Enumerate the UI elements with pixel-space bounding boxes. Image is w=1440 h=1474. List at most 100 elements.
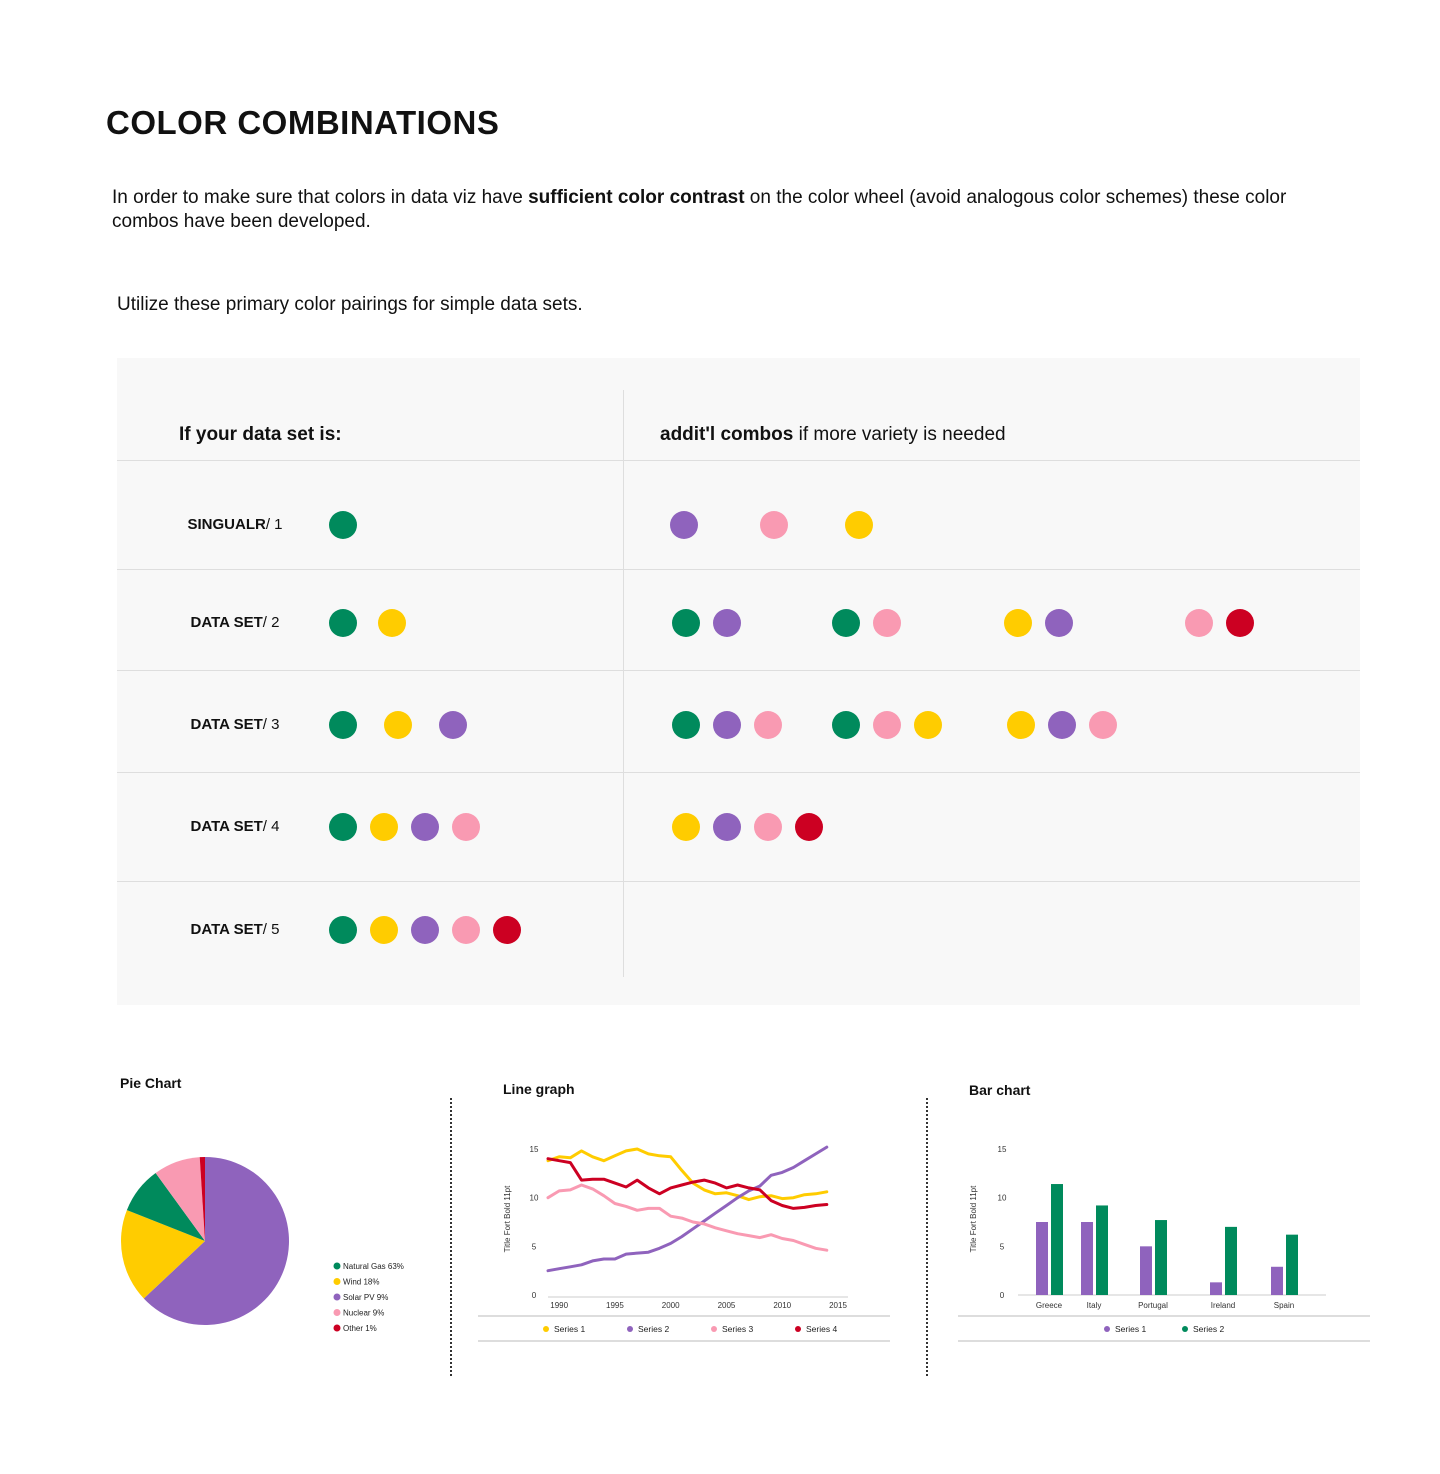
purple-swatch-dot	[1048, 711, 1076, 739]
pie-legend-marker	[333, 1309, 341, 1316]
line-chart-title: Line graph	[503, 1081, 575, 1097]
bar-y-tick-label: 15	[998, 1145, 1007, 1154]
yellow-swatch-dot	[672, 813, 700, 841]
line-legend-label: Series 1	[554, 1324, 585, 1334]
bar-series-2-ireland	[1225, 1226, 1237, 1295]
line-x-tick-label: 2010	[773, 1301, 791, 1310]
pairing-note: Utilize these primary color pairings for…	[117, 294, 583, 315]
bar-series-1-spain	[1271, 1266, 1283, 1295]
header-right-text: if more variety is needed	[793, 424, 1006, 445]
yellow-swatch-dot	[914, 711, 942, 739]
line-y-axis-label: Title Fort Bold 11pt	[503, 1185, 512, 1252]
green-swatch-dot	[832, 609, 860, 637]
line-series-series-4	[546, 1157, 829, 1210]
row-label: SINGUALR/ 1	[165, 516, 305, 533]
yellow-swatch-dot	[384, 711, 412, 739]
header-left-text: If your data set is:	[179, 424, 342, 445]
pink-swatch-dot	[760, 511, 788, 539]
intro-text-end: on the color wheel (avoid analogous colo…	[112, 187, 1287, 232]
row-label-count: / 3	[262, 716, 280, 733]
pie-legend-marker	[333, 1262, 341, 1270]
bar-category-label: Spain	[1274, 1301, 1294, 1310]
purple-swatch-dot	[439, 711, 467, 739]
pie-chart: Natural Gas 63% Wind 18% Solar PV 9% Nuclea…	[121, 1157, 404, 1333]
line-legend-marker	[711, 1326, 717, 1332]
line-series-series-2	[546, 1145, 829, 1273]
purple-swatch-dot	[713, 711, 741, 739]
pink-swatch-dot	[873, 711, 901, 739]
pink-swatch-dot	[1089, 711, 1117, 739]
line-y-tick-label: 5	[532, 1242, 537, 1251]
pie-legend-label: Natural Gas 63%	[343, 1262, 404, 1271]
pie-legend-marker	[333, 1293, 341, 1301]
bar-series-1-italy	[1081, 1222, 1093, 1295]
green-swatch-dot	[672, 609, 700, 637]
purple-swatch-dot	[713, 609, 741, 637]
bar-legend-marker	[1182, 1326, 1188, 1332]
line-chart: 0 5 10 15 1990 1995 2000 2005 2010 2015 Title Fort…	[478, 1145, 890, 1342]
line-series-series-1	[546, 1147, 829, 1202]
pie-slice	[143, 1157, 289, 1325]
table-column-divider	[623, 390, 624, 977]
bar-legend-label: Series 2	[1193, 1324, 1224, 1334]
pie-slice	[199, 1157, 205, 1241]
page-title: COLOR COMBINATIONS	[106, 104, 500, 141]
line-y-tick-label: 15	[530, 1145, 539, 1154]
intro-paragraph: In order to make sure that colors in dat…	[112, 186, 1352, 234]
row-label-count: / 5	[262, 921, 280, 938]
pink-swatch-dot	[873, 609, 901, 637]
bar-chart: 0 5 10 15 Title Fort Bold 11pt Greece Italy Por…	[958, 1145, 1370, 1342]
purple-swatch-dot	[670, 511, 698, 539]
pie-legend-label: Wind 18%	[343, 1278, 379, 1287]
row-label-name: DATA SET	[190, 716, 263, 733]
bar-series-2-greece	[1051, 1184, 1063, 1295]
yellow-swatch-dot	[1004, 609, 1032, 637]
bar-series-1-portugal	[1140, 1246, 1152, 1295]
line-x-tick-label: 2000	[662, 1301, 680, 1310]
bar-y-axis-label: Title Fort Bold 11pt	[969, 1185, 978, 1252]
line-x-tick-label: 1995	[606, 1301, 624, 1310]
intro-text-bold: sufficient color contrast	[528, 187, 745, 208]
line-legend-label: Series 4	[806, 1324, 837, 1334]
pink-swatch-dot	[452, 916, 480, 944]
header-right: addit'l combos if more variety is needed	[660, 424, 1006, 446]
red-swatch-dot	[795, 813, 823, 841]
yellow-swatch-dot	[370, 916, 398, 944]
green-swatch-dot	[832, 711, 860, 739]
pie-slice	[126, 1173, 205, 1241]
line-legend-label: Series 3	[722, 1324, 753, 1334]
pink-swatch-dot	[754, 711, 782, 739]
line-y-tick-label: 10	[530, 1194, 539, 1203]
row-label: DATA SET/ 5	[165, 921, 305, 938]
yellow-swatch-dot	[378, 609, 406, 637]
bar-category-label: Portugal	[1138, 1301, 1168, 1310]
green-swatch-dot	[329, 813, 357, 841]
row-label-count: / 1	[265, 516, 283, 533]
row-label-name: DATA SET	[190, 921, 263, 938]
bar-y-tick-label: 0	[1000, 1291, 1005, 1300]
green-swatch-dot	[329, 511, 357, 539]
line-x-tick-label: 2015	[829, 1301, 847, 1310]
bar-category-label: Ireland	[1211, 1301, 1235, 1310]
bar-legend-label: Series 1	[1115, 1324, 1146, 1334]
pink-swatch-dot	[754, 813, 782, 841]
row-divider	[117, 772, 1360, 773]
line-legend-marker	[543, 1326, 549, 1332]
pie-slice	[155, 1157, 205, 1241]
pie-slice	[121, 1210, 205, 1299]
bar-series-1-greece	[1036, 1222, 1048, 1295]
row-label: DATA SET/ 3	[165, 716, 305, 733]
red-swatch-dot	[493, 916, 521, 944]
row-label-count: / 4	[262, 818, 280, 835]
yellow-swatch-dot	[370, 813, 398, 841]
bar-series-2-italy	[1096, 1205, 1108, 1295]
row-divider	[117, 569, 1360, 570]
bar-series-2-spain	[1286, 1234, 1298, 1295]
color-combo-table: If your data set is: addit'l combos if m…	[117, 358, 1360, 1005]
intro-text-start: In order to make sure that colors in dat…	[112, 187, 529, 208]
green-swatch-dot	[672, 711, 700, 739]
green-swatch-dot	[329, 711, 357, 739]
pie-legend-marker	[333, 1278, 341, 1285]
bar-legend-marker	[1104, 1326, 1110, 1332]
row-divider	[117, 670, 1360, 671]
